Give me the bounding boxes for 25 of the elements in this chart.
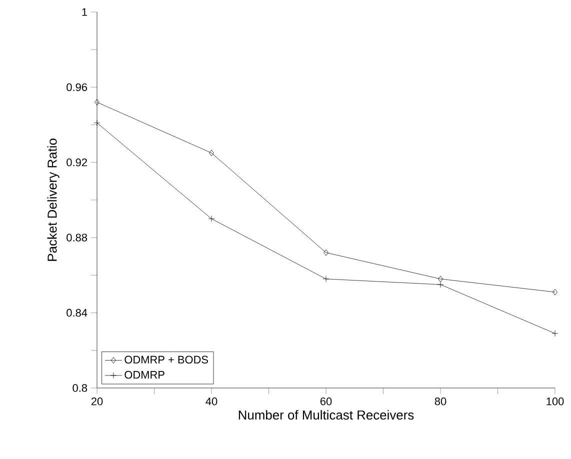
y-tick-label: 0.88: [66, 234, 88, 242]
y-tick-label: 0.92: [66, 158, 87, 166]
point: [208, 216, 215, 222]
y-tick-label: 0.96: [66, 83, 88, 92]
x-tick-label: 80: [434, 397, 446, 406]
point: [324, 249, 328, 256]
y-tick-label: 0.84: [66, 308, 88, 317]
point: [94, 99, 100, 106]
x-axis-title: Number of Multicast Receivers: [238, 410, 414, 420]
x-tick-label: 100: [546, 397, 564, 406]
point: [209, 150, 214, 156]
point: [322, 276, 330, 282]
point: [552, 288, 558, 296]
x-tick-label: 20: [91, 397, 103, 406]
x-tick-label: 60: [320, 397, 332, 406]
point: [438, 276, 443, 282]
legend-label: ODMRP + BODS: [124, 356, 208, 364]
y-tick-label: 1: [82, 8, 87, 16]
y-axis-title: Packet Delivery Ratio: [47, 138, 60, 261]
point: [94, 120, 100, 126]
x-tick-label: 40: [206, 397, 218, 406]
legend-label: ODMRP: [124, 370, 164, 379]
point: [552, 330, 558, 337]
point: [437, 281, 444, 288]
y-tick-label: 0.8: [72, 384, 88, 392]
